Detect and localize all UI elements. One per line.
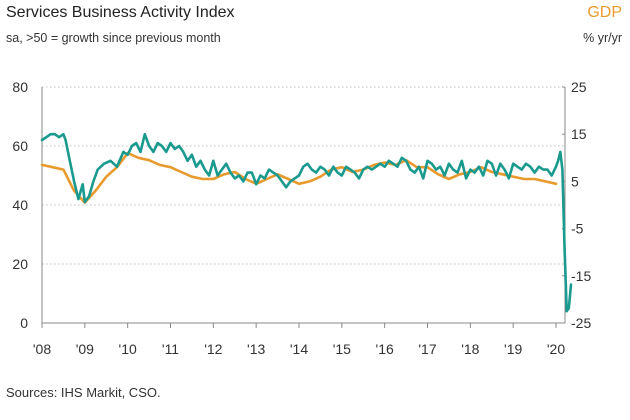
- tick-layer: 0 20 40 60 80 -25 -15 -5 5 15 25 '08 '09 '10 '11 '12 '13…: [12, 79, 591, 357]
- right-axis-subtitle: % yr/yr: [583, 31, 622, 45]
- x-tick-label: '08: [33, 341, 51, 357]
- x-tick-label: '11: [162, 341, 179, 357]
- series-line-services-index: [40, 132, 573, 313]
- chart-title: Services Business Activity Index: [6, 4, 235, 21]
- x-tick-label: '13: [247, 341, 265, 357]
- left-tick-label: 40: [12, 197, 28, 213]
- x-tick-label: '18: [461, 341, 479, 357]
- x-tick-label: '15: [333, 341, 351, 357]
- x-tick-label: '19: [504, 341, 522, 357]
- x-tick-label: '09: [76, 341, 94, 357]
- left-tick-label: 80: [12, 79, 28, 95]
- left-tick-label: 0: [20, 315, 28, 331]
- axis-layer: [41, 86, 566, 328]
- x-tick-label: '17: [418, 341, 436, 357]
- series-layer: [40, 132, 573, 313]
- x-tick-label: '12: [204, 341, 222, 357]
- right-tick-label: 5: [571, 173, 579, 189]
- right-tick-label: 15: [571, 126, 587, 142]
- right-tick-label: 25: [571, 79, 587, 95]
- grid-layer: [42, 86, 565, 324]
- chart-subtitle: sa, >50 = growth since previous month: [6, 31, 221, 45]
- right-tick-label: -5: [571, 221, 584, 237]
- left-tick-label: 60: [12, 138, 28, 154]
- x-tick-label: '20: [547, 341, 565, 357]
- source-note: Sources: IHS Markit, CSO.: [6, 385, 161, 400]
- x-tick-label: '14: [290, 341, 308, 357]
- left-tick-label: 20: [12, 256, 28, 272]
- right-tick-label: -15: [571, 268, 591, 284]
- x-tick-label: '10: [119, 341, 137, 357]
- right-axis-title: GDP: [587, 4, 622, 21]
- x-tick-label: '16: [376, 341, 394, 357]
- right-tick-label: -25: [571, 315, 591, 331]
